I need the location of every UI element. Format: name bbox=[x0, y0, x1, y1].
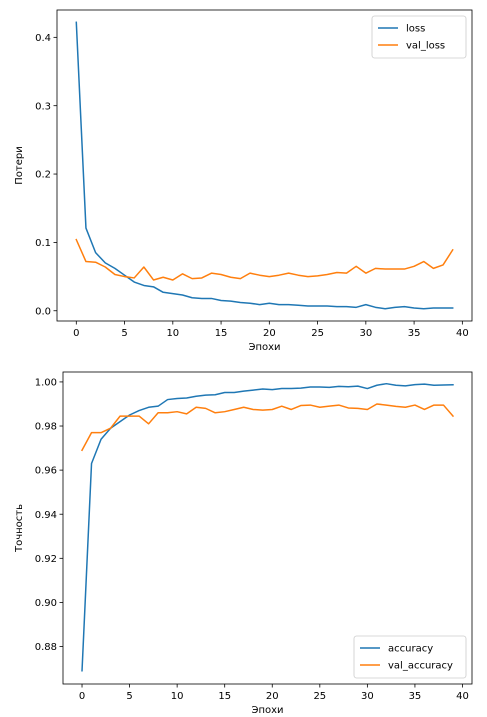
legend-box bbox=[353, 635, 467, 679]
legend-label-loss: loss bbox=[406, 24, 425, 35]
y-tick-label: 0.92 bbox=[35, 554, 57, 565]
y-axis-label: Потери bbox=[14, 146, 25, 184]
x-tick-label: 5 bbox=[121, 328, 127, 339]
x-tick-label: 35 bbox=[408, 328, 421, 339]
y-tick-label: 0.98 bbox=[35, 422, 57, 433]
x-tick-label: 10 bbox=[166, 328, 179, 339]
series-line-val_accuracy bbox=[81, 403, 455, 452]
x-tick-label: 0 bbox=[73, 328, 79, 339]
x-axis-label: Эпохи bbox=[251, 705, 283, 716]
y-tick-label: 0.2 bbox=[35, 170, 51, 181]
y-tick-label: 0.4 bbox=[35, 33, 51, 44]
y-tick-label: 0.88 bbox=[35, 642, 57, 653]
y-tick-label: 0.0 bbox=[35, 306, 51, 317]
x-tick-label: 15 bbox=[218, 691, 231, 702]
x-tick-label: 40 bbox=[456, 691, 469, 702]
y-tick-label: 1.00 bbox=[35, 378, 57, 389]
y-tick-label: 0.94 bbox=[35, 510, 57, 521]
series-line-loss bbox=[75, 21, 454, 310]
x-tick-label: 35 bbox=[409, 691, 422, 702]
x-tick-label: 10 bbox=[171, 691, 184, 702]
axes-frame bbox=[62, 371, 473, 685]
legend-label-val_loss: val_loss bbox=[406, 41, 445, 52]
y-tick-label: 0.3 bbox=[35, 101, 51, 112]
x-tick-label: 15 bbox=[215, 328, 228, 339]
y-axis-label: Точность bbox=[14, 504, 25, 553]
x-tick-label: 30 bbox=[359, 328, 372, 339]
legend-label-val_accuracy: val_accuracy bbox=[388, 661, 453, 672]
y-tick-label: 0.1 bbox=[35, 238, 51, 249]
legend: accuracy val_accuracy bbox=[353, 635, 467, 679]
x-tick-label: 30 bbox=[361, 691, 374, 702]
x-tick-label: 5 bbox=[126, 691, 132, 702]
legend-box bbox=[371, 15, 467, 59]
x-tick-label: 20 bbox=[266, 691, 279, 702]
x-tick-label: 40 bbox=[456, 328, 469, 339]
y-tick-label: 0.90 bbox=[35, 598, 57, 609]
loss-chart: 0 5 10 15 20 25 30 35 40 0.0 0.1 0.2 0.3 0.4 Эпохи Поте… bbox=[14, 9, 473, 353]
series-line-val_loss bbox=[75, 238, 454, 281]
y-tick-label: 0.96 bbox=[35, 466, 57, 477]
x-tick-label: 25 bbox=[313, 691, 326, 702]
x-axis-label: Эпохи bbox=[248, 342, 280, 353]
x-tick-label: 20 bbox=[263, 328, 276, 339]
accuracy-chart: 0 5 10 15 20 25 30 35 40 0.88 0.90 0.92 0.94 0.96 0.98… bbox=[14, 371, 473, 716]
x-tick-label: 25 bbox=[311, 328, 324, 339]
series-line-accuracy bbox=[81, 382, 454, 672]
axes-frame bbox=[56, 9, 473, 322]
x-tick-label: 0 bbox=[79, 691, 85, 702]
legend: loss val_loss bbox=[371, 15, 467, 59]
legend-label-accuracy: accuracy bbox=[388, 644, 433, 655]
